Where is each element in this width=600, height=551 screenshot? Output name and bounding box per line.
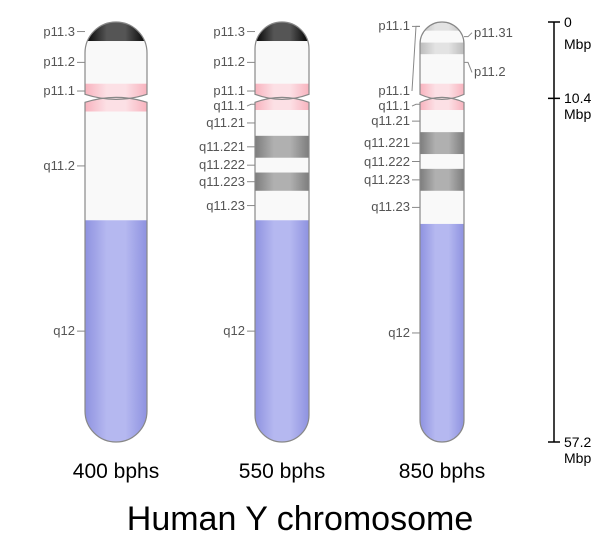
ideogram-0: [85, 22, 151, 448]
band-q11.222: [420, 154, 464, 169]
label-q11.222: q11.222: [364, 154, 410, 169]
band-q12: [255, 220, 309, 442]
axis-tick-0: 0: [564, 14, 572, 30]
label-right-p11.2: p11.2: [474, 64, 506, 79]
figure-title: Human Y chromosome: [0, 500, 600, 539]
resolution-label-1: 550 bphs: [202, 460, 362, 484]
band-q11.23: [420, 191, 464, 224]
axis-unit: Mbp: [564, 36, 591, 52]
band-p11.3: [255, 22, 309, 41]
band-q11.21: [420, 110, 464, 132]
label-p11.1: p11.1: [378, 83, 410, 98]
ideogram-1: [255, 22, 313, 448]
band-q11.221: [420, 132, 464, 154]
band-q11.222: [255, 158, 309, 173]
label-p11.2: p11.2: [43, 54, 75, 69]
band-p11.2: [85, 41, 147, 84]
band-q11.221: [255, 136, 309, 158]
label-q11.221: q11.221: [199, 139, 245, 154]
label-q11.21: q11.21: [206, 115, 245, 130]
band-q11.223: [420, 169, 464, 191]
band-q12: [420, 224, 464, 442]
label-p11.3: p11.3: [213, 24, 245, 39]
label-q12: q12: [388, 325, 410, 340]
band-p11.2: [255, 41, 309, 84]
label-q11.23: q11.23: [371, 199, 410, 214]
ideogram-2: [420, 22, 468, 448]
label-q11.223: q11.223: [364, 172, 410, 187]
band-q11.23: [255, 191, 309, 220]
label-q11.2: q11.2: [43, 158, 75, 173]
label-q11.21: q11.21: [371, 113, 410, 128]
band-p11.1c: [420, 84, 464, 99]
diagram-root: { "title": "Human Y chromosome", "chromo…: [0, 0, 600, 551]
band-p11.31: [420, 43, 464, 55]
label-q11.1: q11.1: [378, 98, 410, 113]
label-q11.23: q11.23: [206, 198, 245, 213]
band-p11.2: [420, 54, 464, 83]
band-p11.1: [420, 22, 464, 31]
label-right-p11.31: p11.31: [474, 25, 513, 40]
band-q11.2: [85, 112, 147, 221]
label-q11.1: q11.1: [213, 98, 245, 113]
axis-tick-2: 57.2 Mbp: [564, 434, 591, 466]
label-q11.221: q11.221: [364, 135, 410, 150]
band-p11.1: [85, 84, 147, 99]
label-q11.223: q11.223: [199, 174, 245, 189]
band-p11.1: [255, 84, 309, 99]
label-p11.1: p11.1: [213, 83, 245, 98]
label-p11.1: p11.1: [378, 18, 410, 33]
label-p11.3: p11.3: [43, 24, 75, 39]
label-q12: q12: [223, 323, 245, 338]
label-q11.222: q11.222: [199, 157, 245, 172]
band-q11.223: [255, 173, 309, 191]
band-q12: [85, 220, 147, 442]
resolution-label-2: 850 bphs: [362, 460, 522, 484]
axis-tick-1: 10.4 Mbp: [564, 90, 591, 122]
resolution-label-0: 400 bphs: [36, 460, 196, 484]
band-q11.21: [255, 110, 309, 136]
label-p11.2: p11.2: [213, 54, 245, 69]
label-p11.1: p11.1: [43, 83, 75, 98]
label-q12: q12: [53, 323, 75, 338]
band-p11.32: [420, 31, 464, 43]
